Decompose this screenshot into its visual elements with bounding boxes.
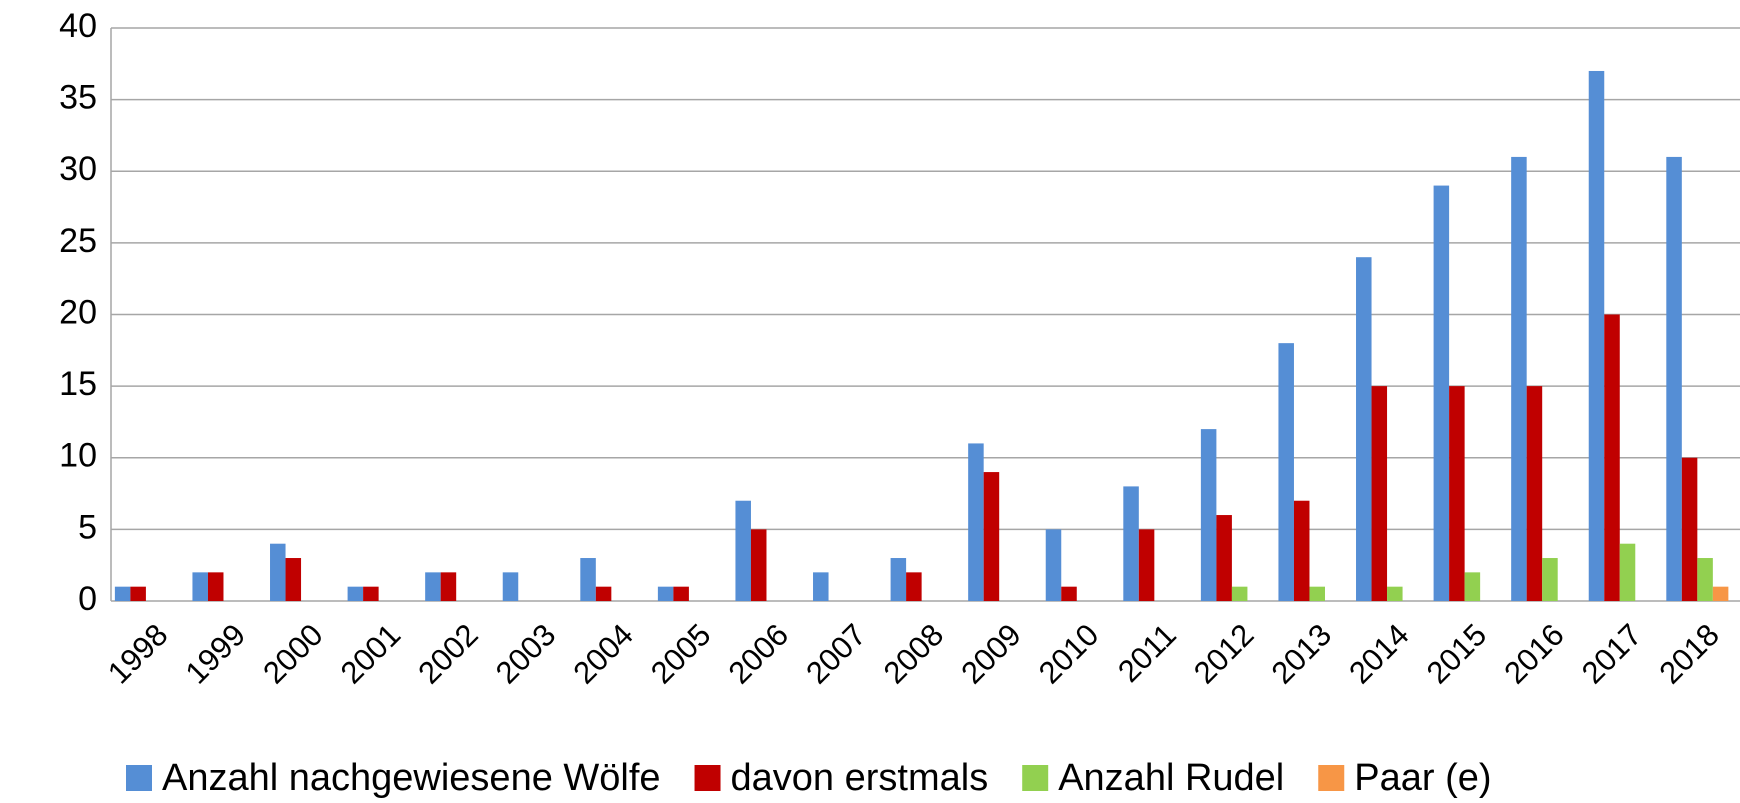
x-tick-label: 2012 [1187,617,1261,691]
bar [890,558,907,601]
x-tick-label: 2001 [334,617,408,691]
x-tick-label: 2003 [489,617,563,691]
bar [1061,586,1077,601]
x-tick-label: 2014 [1342,617,1416,691]
bar [347,586,364,601]
legend-label: davon erstmals [731,757,989,799]
legend-label: Paar (e) [1354,757,1491,799]
bar [363,586,379,601]
x-tick-label: 2018 [1652,617,1726,691]
bar [285,558,302,601]
bar [1123,486,1139,601]
bar [114,586,131,601]
bar [1511,156,1527,602]
bar [1216,515,1232,601]
bar [735,500,751,601]
bar [1356,257,1372,601]
x-tick-label: 2008 [877,617,951,691]
x-tick-label: 2009 [954,617,1028,691]
legend-label: Anzahl nachgewiesene Wölfe [162,757,661,799]
bar [1542,558,1558,601]
bar [1278,343,1294,601]
bar [207,572,224,601]
bar [983,472,1000,601]
bar [1293,500,1310,601]
x-tick-label: 2002 [411,617,485,691]
y-tick-label: 25 [59,222,97,260]
bar [580,558,596,601]
bar [1387,586,1403,601]
bar [673,586,689,601]
bar [1138,529,1155,601]
x-tick-label: 2017 [1575,617,1649,691]
y-tick-label: 15 [59,365,97,403]
bar [1200,429,1217,601]
bar [906,572,922,601]
legend-swatch [1318,765,1345,791]
y-tick-label: 10 [59,437,97,475]
bar [130,586,146,601]
bar [1433,185,1450,601]
bar [1526,386,1543,601]
bar [595,586,612,601]
bar [270,543,286,601]
bar [1231,586,1248,601]
x-tick-label: 2000 [256,617,330,691]
bar [750,529,767,601]
x-tick-label: 2016 [1497,617,1571,691]
bar [968,443,984,601]
x-tick-label: 2005 [644,617,718,691]
x-tick-label: 2010 [1032,617,1106,691]
bar [440,572,457,601]
bar [1449,386,1465,601]
x-tick-label: 2007 [799,617,873,691]
y-tick-label: 5 [78,508,97,546]
bar [1309,586,1325,601]
bar [1619,543,1636,601]
x-tick-label: 2013 [1265,617,1339,691]
x-tick-label: 1998 [101,617,175,691]
bar [657,586,674,601]
y-tick-label: 40 [59,7,97,45]
bar [1697,558,1713,601]
bar [813,572,829,601]
bar [1045,529,1062,601]
y-tick-label: 20 [59,293,97,331]
bar [192,572,208,601]
bar [425,572,441,601]
legend-swatch [694,765,721,791]
bar [1588,70,1605,602]
bar [1666,156,1682,602]
x-tick-label: 2004 [566,617,640,691]
bar [1464,572,1481,601]
x-tick-label: 2011 [1111,617,1183,689]
bar [1712,586,1729,601]
bar [1371,386,1388,601]
x-tick-label: 2006 [722,617,796,691]
legend-swatch [1022,765,1049,791]
y-tick-label: 30 [59,150,97,188]
x-tick-label: 1999 [179,617,253,691]
x-tick-label: 2015 [1420,617,1494,691]
y-tick-label: 35 [59,79,97,117]
legend-swatch [126,765,152,791]
bar [1604,314,1620,601]
legend-label: Anzahl Rudel [1058,757,1284,799]
bar [1681,457,1698,601]
bar [502,572,519,601]
y-tick-label: 0 [78,580,97,618]
